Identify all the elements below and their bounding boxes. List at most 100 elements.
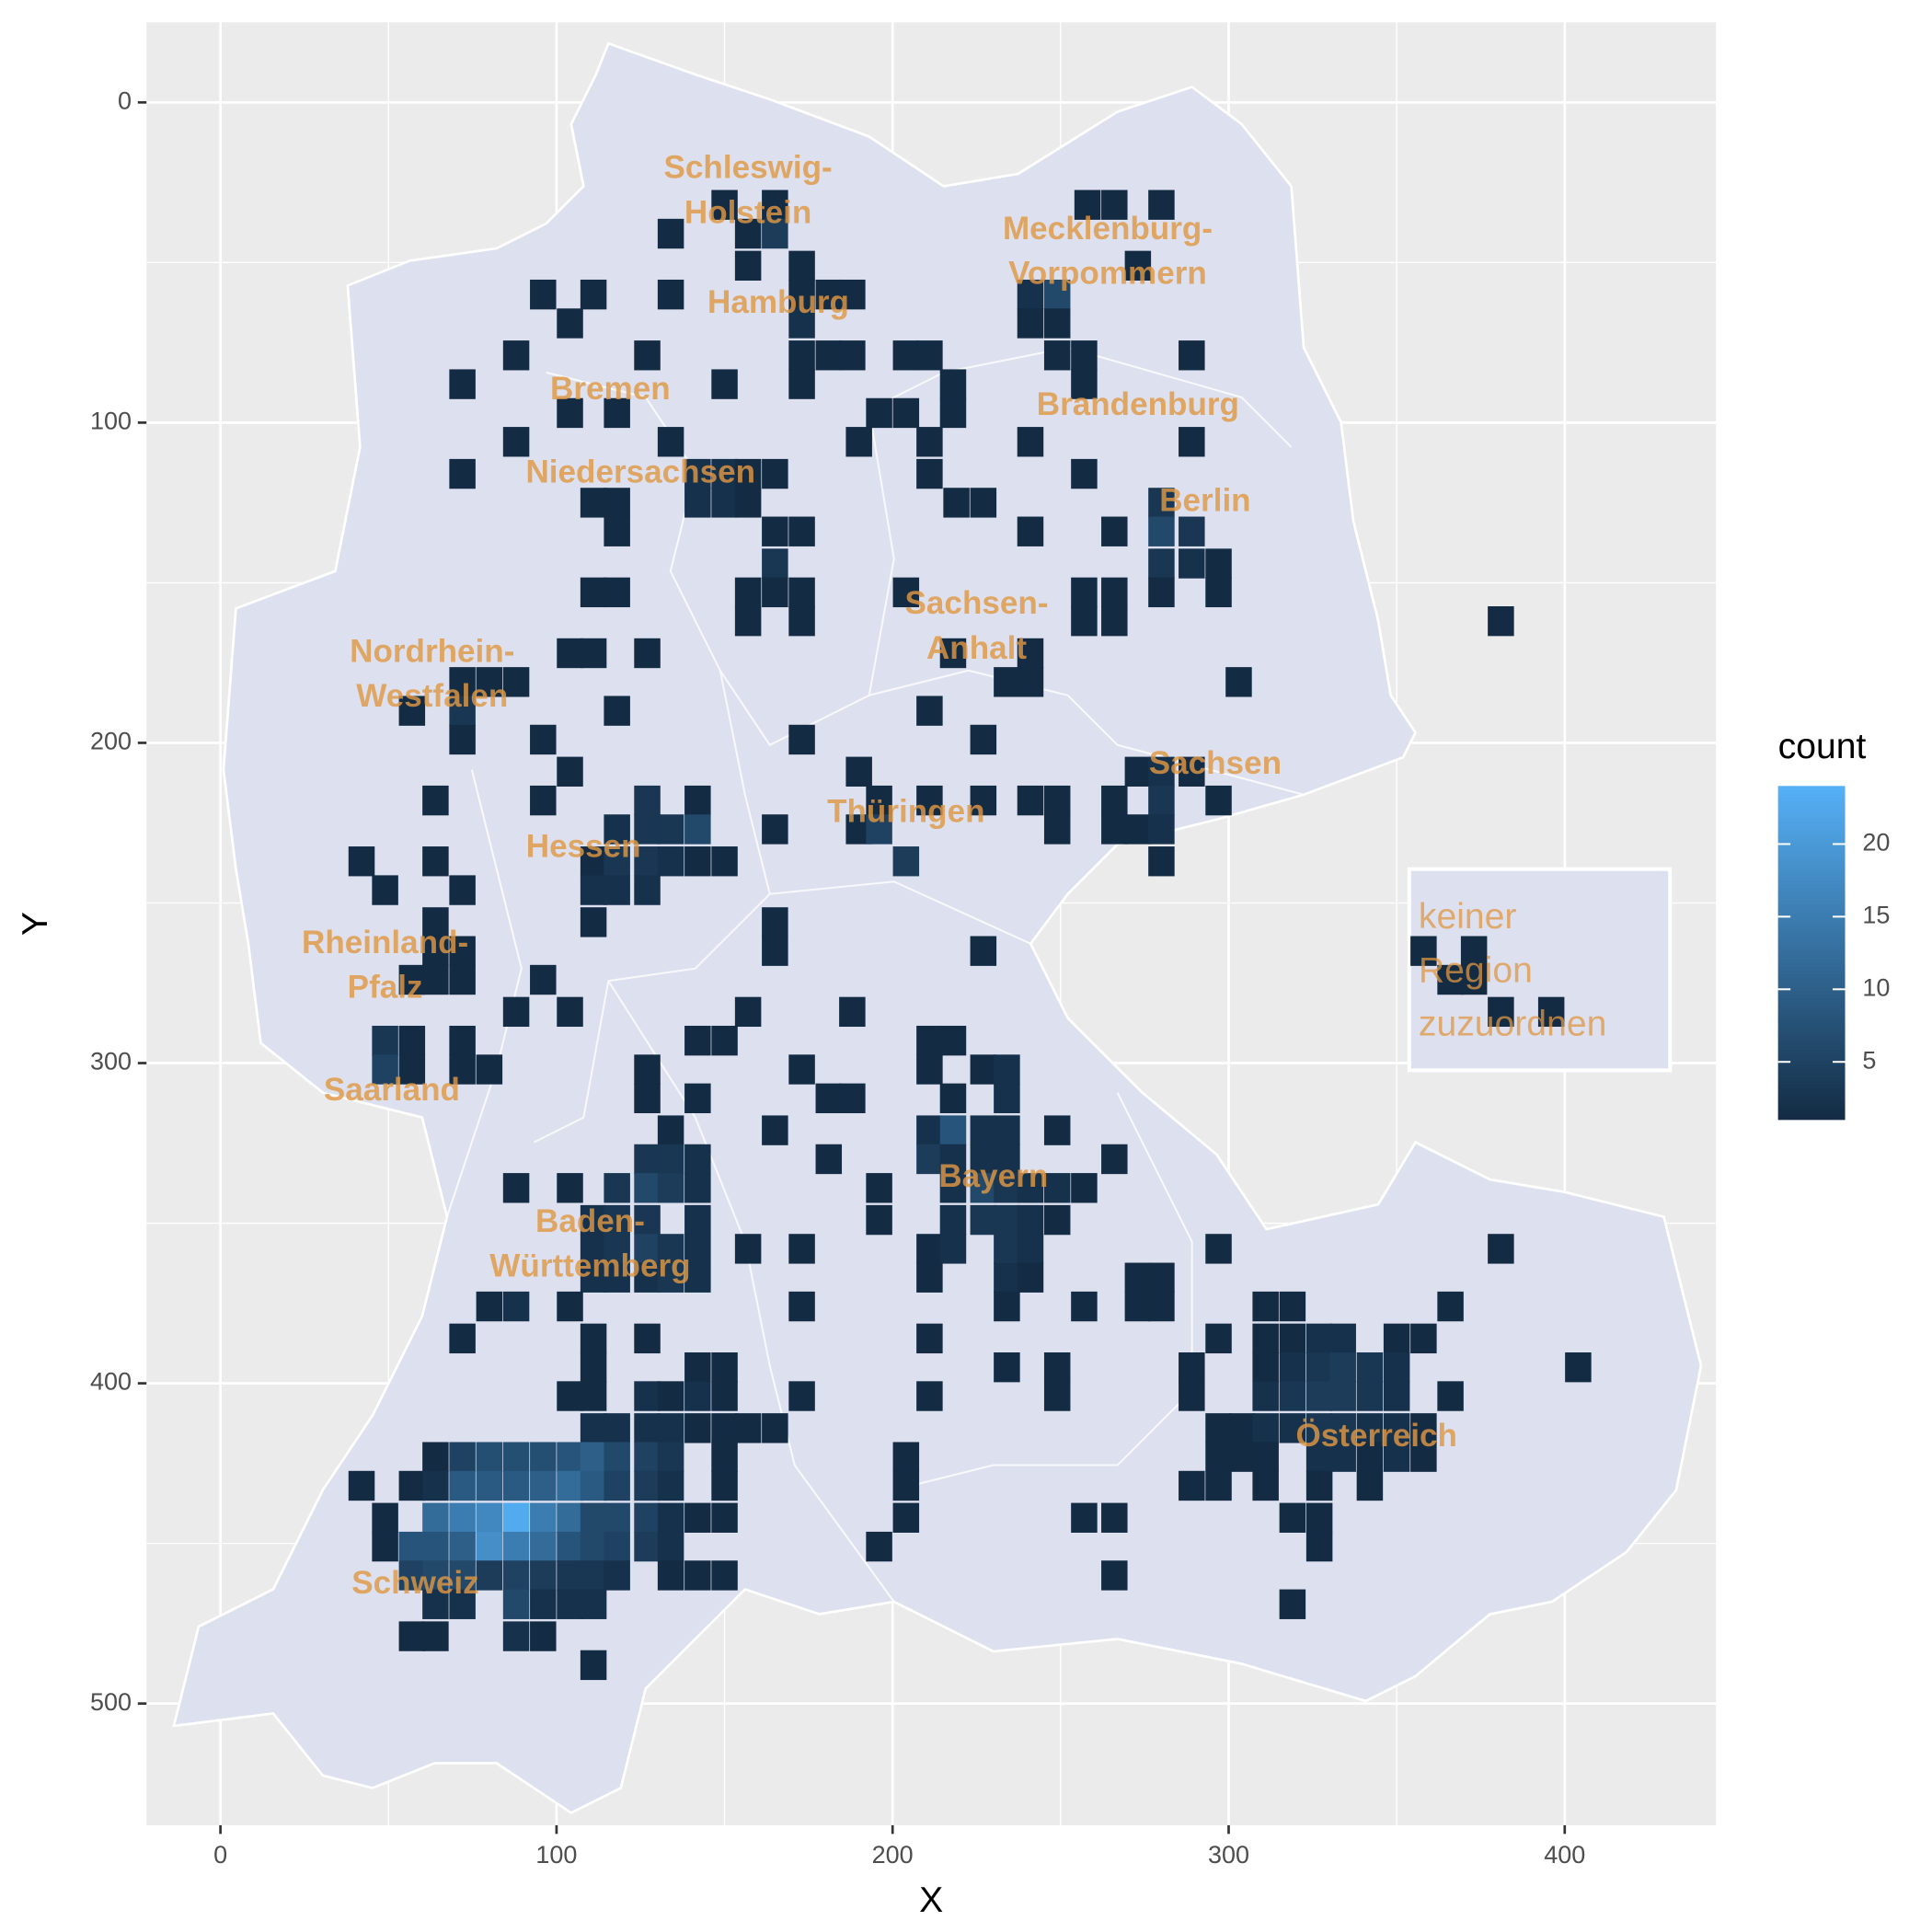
bin [1329,1413,1356,1443]
bin [762,190,788,220]
bin [634,1381,661,1411]
bin [1252,1381,1279,1411]
bin [1043,308,1071,339]
bin [422,1621,449,1651]
bin [970,724,997,755]
bin [970,1173,997,1203]
bin [1101,190,1128,220]
bin [1329,1323,1356,1354]
bin [788,308,815,339]
bin [1124,1291,1152,1322]
y-tick-label: 100 [90,408,132,435]
bin [449,936,476,966]
bin [1329,1442,1356,1472]
bin [580,1442,607,1472]
bin [449,875,476,905]
bin [657,1144,684,1175]
region-label: Österreich [1295,1418,1456,1454]
bin [866,1531,892,1562]
bin [604,1413,630,1443]
bin [604,1262,630,1293]
bin [994,1234,1020,1264]
bin [1410,1442,1437,1472]
bin [530,1470,557,1501]
bin [762,907,788,937]
bin [711,1502,738,1533]
bin [604,488,630,518]
bin [939,1204,967,1236]
bin [866,814,892,845]
region-label: Pfalz [348,970,423,1006]
bin [970,785,997,816]
bin [580,638,607,669]
bin [449,1589,476,1619]
bin [502,1621,530,1651]
bin [634,785,661,816]
bin [580,1381,607,1411]
colorbar [1777,786,1846,1121]
bin [939,1173,967,1203]
bin [788,516,815,546]
bin [502,996,530,1028]
bin [845,427,872,457]
bin [604,1531,630,1562]
bin [1383,1413,1410,1443]
bin [634,638,661,669]
bin [1101,1560,1128,1591]
bin [1071,340,1098,371]
region-label: Westfalen [356,678,508,714]
bin [970,1204,997,1236]
bin [1252,1470,1279,1501]
bin [1252,1442,1279,1472]
bin [892,577,920,608]
x-tick-label: 300 [1208,1841,1249,1869]
y-tick-label: 500 [90,1688,132,1716]
bin [994,1115,1020,1145]
bin [530,1502,557,1533]
bin [634,1054,661,1085]
bin [657,1413,684,1443]
region-label: Berlin [1159,483,1250,519]
bin [1279,1323,1306,1354]
bin [449,1502,476,1533]
bin [1383,1381,1410,1411]
bin [892,340,920,371]
bin [892,397,920,429]
bin [1488,1234,1514,1264]
bin [711,846,738,877]
bin [580,1323,607,1354]
bin [372,1502,398,1533]
bin [1124,250,1152,282]
bin [1205,577,1232,608]
x-tick-label: 400 [1544,1841,1585,1869]
y-tick-label: 300 [90,1048,132,1075]
bin [1279,1413,1306,1443]
bin [580,1413,607,1443]
region-label: Thüringen [827,793,984,829]
bin [1017,516,1044,546]
unassigned-box [1407,867,1673,1073]
bin [476,1502,503,1533]
bin [1101,516,1128,546]
bin [604,814,630,845]
bin [788,724,815,755]
bin [1205,1413,1232,1443]
bin [866,1204,892,1236]
bin [1252,1352,1279,1383]
bin [1356,1381,1384,1411]
bin [762,1115,788,1145]
bin [916,1262,943,1293]
bin [1488,996,1514,1028]
bin [1071,606,1098,637]
bin [1383,1442,1410,1472]
bin [372,1025,398,1056]
bin [530,1621,557,1651]
bin [1071,577,1098,608]
bin [762,548,788,579]
bin [422,1560,449,1591]
bin [634,1144,661,1175]
bin [502,1502,530,1533]
bin [502,1442,530,1472]
bin [1205,1442,1232,1472]
bin [398,1025,426,1056]
